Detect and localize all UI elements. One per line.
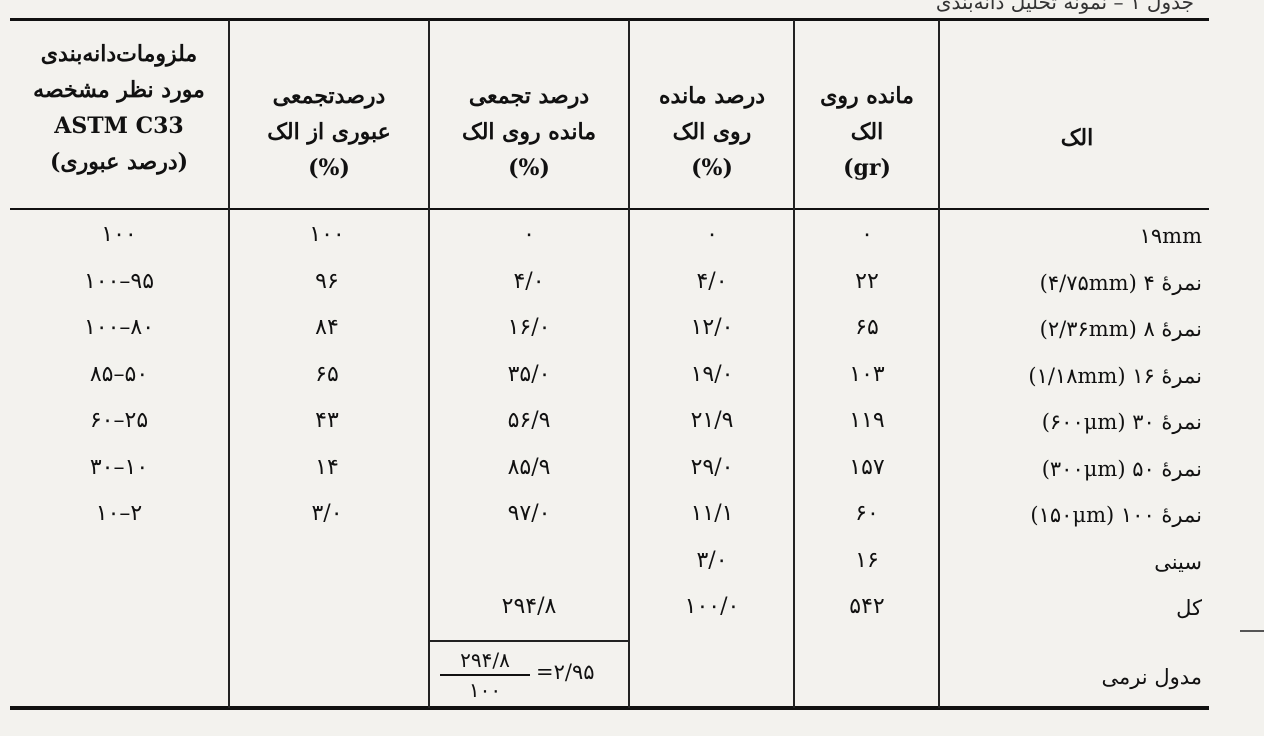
fineness-result: =۲/۹۵ — [536, 660, 595, 684]
pass-cell: ۳/۰ — [311, 501, 343, 526]
pct-cell: ۲۱/۹ — [690, 408, 734, 433]
column-divider — [793, 20, 795, 708]
pct-cell: ۴/۰ — [696, 268, 728, 294]
fineness-fraction: ۲۹۴/۸ ۱۰۰ — [440, 648, 530, 702]
column-divider — [628, 20, 630, 708]
cum-cell: ۰ — [523, 222, 535, 247]
pct-cell: ۲۹/۰ — [690, 454, 734, 480]
header-pct-ret-line3: (%) — [691, 155, 733, 181]
pass-cell: ۶۵ — [315, 361, 339, 387]
sieve-cell: سینی — [1154, 549, 1202, 574]
ret-cell: ۱۰۳ — [849, 361, 885, 387]
pct-cell: ۱۹/۰ — [690, 361, 734, 387]
header-astm-line1: ملزومات‌دانه‌بندی — [40, 41, 198, 67]
column-divider — [228, 20, 230, 708]
header-cum-pass-line1: درصد‌تجمعی — [272, 83, 386, 109]
pct-cell: ۱۰۰/۰ — [684, 594, 740, 619]
ret-cell: ۱۶ — [855, 547, 879, 573]
column-divider — [428, 20, 430, 708]
header-cum-ret-line2: مانده روی الک — [462, 119, 596, 145]
sieve-cell: نمرهٔ ۴ (۴/۷۵mm) — [1039, 270, 1202, 295]
cum-cell: ۲۹۴/۸ — [501, 594, 557, 619]
pct-cell: ۱۲/۰ — [690, 315, 734, 340]
astm-cell: ۹۵–۱۰۰ — [83, 268, 155, 294]
header-cum-ret-line3: (%) — [508, 155, 550, 181]
header-astm: ملزومات‌دانه‌بندی مورد نظر مشخصه ASTM C3… — [14, 36, 224, 180]
sieve-cell: نمرهٔ ۳۰ (۶۰۰μm) — [1041, 410, 1202, 434]
sieve-cell: نمرهٔ ۵۰ (۳۰۰μm) — [1041, 456, 1202, 481]
ret-cell: ۰ — [861, 222, 873, 247]
astm-cell: ۸۰–۱۰۰ — [83, 315, 155, 340]
header-pct-ret-line1: درصد مانده — [659, 83, 765, 109]
pct-cell: ۱۱/۱ — [690, 501, 734, 526]
astm-cell: ۵۰–۸۵ — [89, 361, 149, 387]
header-percent-retained: درصد مانده روی الک (%) — [632, 78, 792, 186]
header-pct-ret-line2: روی الک — [672, 119, 752, 145]
header-rule — [10, 208, 1209, 210]
ret-cell: ۲۲ — [855, 268, 879, 294]
fineness-formula-box — [430, 640, 628, 712]
header-ret-line3: (gr) — [843, 155, 891, 181]
header-sieve: الک — [942, 120, 1212, 156]
table-caption: جدول ۱ – نمونه تحلیل دانه‌بندی — [935, 0, 1194, 14]
ret-cell: ۶۰ — [855, 501, 879, 526]
header-astm-line4: (درصد عبوری) — [49, 149, 189, 175]
pass-cell: ۹۶ — [315, 268, 339, 294]
ret-cell: ۵۴۲ — [849, 594, 885, 619]
pct-cell: ۰ — [706, 222, 718, 247]
astm-cell: ۱۰۰ — [101, 222, 137, 247]
cum-cell: ۹۷/۰ — [507, 501, 551, 526]
page-edge-mark — [1240, 630, 1264, 632]
bottom-rule — [10, 706, 1209, 710]
pass-cell: ۱۴ — [315, 454, 339, 480]
header-ret-line2: الک — [850, 119, 884, 145]
cum-cell: ۵۶/۹ — [507, 408, 551, 433]
header-astm-line3: ASTM C33 — [54, 113, 184, 139]
sieve-cell: نمرهٔ ۸ (۲/۳۶mm) — [1039, 317, 1202, 341]
cum-cell: ۳۵/۰ — [507, 361, 551, 387]
sieve-cell: نمرهٔ ۱۰۰ (۱۵۰μm) — [1030, 503, 1202, 527]
pass-cell: ۱۰۰ — [309, 222, 345, 247]
header-ret-line1: مانده روی — [820, 83, 914, 109]
pass-cell: ۴۳ — [315, 408, 339, 433]
header-retained-grams: مانده روی الک (gr) — [797, 78, 937, 186]
column-divider — [938, 20, 940, 708]
pass-cell: ۸۴ — [315, 315, 339, 340]
header-astm-line2: مورد نظر مشخصه — [33, 77, 205, 103]
fineness-denominator: ۱۰۰ — [468, 678, 502, 702]
astm-cell: ۱۰–۳۰ — [89, 454, 149, 480]
sieve-cell: نمرهٔ ۱۶ (۱/۱۸mm) — [1028, 363, 1202, 388]
header-cum-ret-line1: درصد تجمعی — [468, 83, 590, 109]
astm-cell: ۲–۱۰ — [95, 501, 143, 526]
header-cumulative-retained: درصد تجمعی مانده روی الک (%) — [432, 78, 626, 186]
ret-cell: ۶۵ — [855, 315, 879, 340]
header-sieve-line1: الک — [1060, 125, 1094, 151]
header-cum-pass-line3: (%) — [308, 155, 350, 181]
ret-cell: ۱۵۷ — [849, 454, 885, 480]
header-cum-pass-line2: عبوری از الک — [267, 119, 391, 145]
pct-cell: ۳/۰ — [696, 547, 728, 573]
sieve-cell: ۱۹mm — [1139, 224, 1202, 248]
sieve-cell: کل — [1176, 596, 1202, 620]
fineness-label: مدول نرمی — [1101, 665, 1202, 689]
header-cumulative-passing: درصد‌تجمعی عبوری از الک (%) — [232, 78, 426, 186]
cum-cell: ۴/۰ — [513, 268, 545, 294]
cum-cell: ۱۶/۰ — [507, 315, 551, 340]
ret-cell: ۱۱۹ — [849, 408, 885, 433]
fineness-numerator: ۲۹۴/۸ — [440, 648, 530, 676]
cum-cell: ۸۵/۹ — [507, 454, 551, 480]
astm-cell: ۲۵–۶۰ — [89, 408, 149, 433]
top-rule — [10, 18, 1209, 21]
